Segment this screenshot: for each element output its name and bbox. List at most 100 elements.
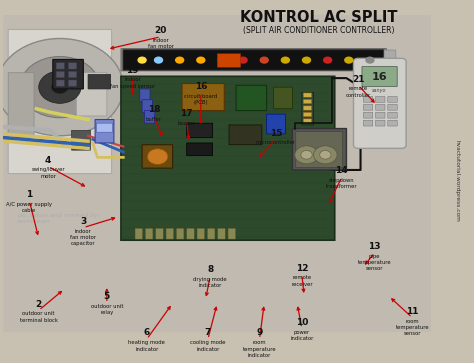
Text: (SPLIT AIR CONDITIONER CONTROLLER): (SPLIT AIR CONDITIONER CONTROLLER) [243,26,394,35]
FancyBboxPatch shape [146,228,153,239]
FancyBboxPatch shape [72,130,91,150]
FancyBboxPatch shape [375,97,385,102]
Circle shape [51,81,68,94]
FancyBboxPatch shape [364,112,373,118]
FancyBboxPatch shape [145,111,155,123]
Text: indoor
fan motor: indoor fan motor [148,38,174,49]
FancyBboxPatch shape [302,93,314,125]
Text: 20: 20 [155,26,167,35]
FancyBboxPatch shape [303,119,312,123]
Text: 11: 11 [406,307,419,316]
FancyBboxPatch shape [156,228,163,239]
FancyBboxPatch shape [388,120,397,126]
Text: power
indicator: power indicator [290,330,313,341]
FancyBboxPatch shape [68,71,77,78]
FancyBboxPatch shape [140,89,150,102]
Text: indoor
fan speed sensor: indoor fan speed sensor [110,77,155,89]
Circle shape [323,57,332,64]
Circle shape [39,71,81,103]
Text: cooling mode
indicator: cooling mode indicator [190,340,226,351]
FancyBboxPatch shape [292,129,346,170]
FancyBboxPatch shape [303,112,312,117]
Circle shape [154,57,163,64]
Circle shape [238,57,248,64]
Text: pic. taken and marked by:
hermawan: pic. taken and marked by: hermawan [17,213,100,224]
Text: 2: 2 [36,299,42,309]
Text: 21: 21 [352,74,365,83]
FancyBboxPatch shape [142,145,173,168]
FancyBboxPatch shape [364,120,373,126]
Text: room
temperature
sensor: room temperature sensor [395,319,429,336]
Text: outdoor unit
terminal block: outdoor unit terminal block [20,311,58,323]
Circle shape [147,149,168,164]
FancyBboxPatch shape [123,50,384,70]
Text: 8: 8 [207,265,213,274]
Circle shape [365,57,374,64]
Text: stepdown
transformer: stepdown transformer [326,178,357,189]
FancyBboxPatch shape [56,80,64,86]
Text: 6: 6 [144,329,150,338]
FancyBboxPatch shape [364,105,373,110]
FancyBboxPatch shape [303,93,312,97]
FancyBboxPatch shape [384,50,396,71]
Text: room
temperature
indicator: room temperature indicator [243,340,276,358]
Circle shape [175,57,184,64]
Circle shape [20,57,100,118]
FancyBboxPatch shape [142,100,153,112]
Text: buzzer: buzzer [178,121,196,126]
Text: buffer: buffer [146,117,162,122]
Circle shape [137,57,147,64]
Text: 18: 18 [147,105,160,114]
Text: 5: 5 [104,293,110,301]
Text: 13: 13 [368,242,381,251]
Text: 1: 1 [26,190,32,199]
FancyBboxPatch shape [56,71,64,78]
FancyBboxPatch shape [197,228,205,239]
Text: hvactutorial.wordpress.com: hvactutorial.wordpress.com [455,140,459,222]
Circle shape [217,57,227,64]
Text: 15: 15 [270,129,282,138]
Circle shape [344,57,354,64]
Text: pipe
temperature
sensor: pipe temperature sensor [358,254,392,271]
FancyBboxPatch shape [187,228,194,239]
FancyBboxPatch shape [228,228,236,239]
FancyBboxPatch shape [229,125,262,145]
FancyBboxPatch shape [236,85,266,111]
FancyBboxPatch shape [97,123,112,132]
Text: 4: 4 [45,156,51,164]
FancyBboxPatch shape [68,80,77,86]
FancyBboxPatch shape [303,106,312,110]
Circle shape [281,57,290,64]
Text: 16: 16 [194,82,207,91]
FancyBboxPatch shape [364,97,373,102]
Text: 10: 10 [296,318,308,327]
FancyBboxPatch shape [375,105,385,110]
FancyBboxPatch shape [123,50,384,70]
FancyBboxPatch shape [218,228,225,239]
FancyBboxPatch shape [362,66,397,86]
Text: 9: 9 [256,329,263,338]
Text: indoor
fan motor
capacitor: indoor fan motor capacitor [70,229,96,246]
Text: 16: 16 [372,72,387,82]
Text: circuit board
(PCB): circuit board (PCB) [184,94,218,105]
FancyBboxPatch shape [208,228,215,239]
FancyBboxPatch shape [388,112,397,118]
Text: KONTROL AC SPLIT: KONTROL AC SPLIT [239,10,397,25]
Text: swing/louver
motor: swing/louver motor [31,167,65,179]
Circle shape [319,151,331,159]
Text: remote
receiver: remote receiver [291,276,313,287]
Text: microcontroller: microcontroller [256,140,296,146]
Text: heating mode
indicator: heating mode indicator [128,340,165,351]
FancyBboxPatch shape [217,54,241,67]
FancyBboxPatch shape [68,63,77,69]
FancyBboxPatch shape [187,143,212,156]
Text: 19: 19 [127,66,139,74]
FancyBboxPatch shape [56,63,64,69]
Text: sanyo: sanyo [372,87,387,93]
FancyBboxPatch shape [95,119,114,143]
FancyBboxPatch shape [88,74,110,89]
FancyBboxPatch shape [8,29,111,174]
Text: outdoor unit
relay: outdoor unit relay [91,304,123,315]
FancyBboxPatch shape [375,120,385,126]
Text: drying mode
indicator: drying mode indicator [193,277,227,289]
